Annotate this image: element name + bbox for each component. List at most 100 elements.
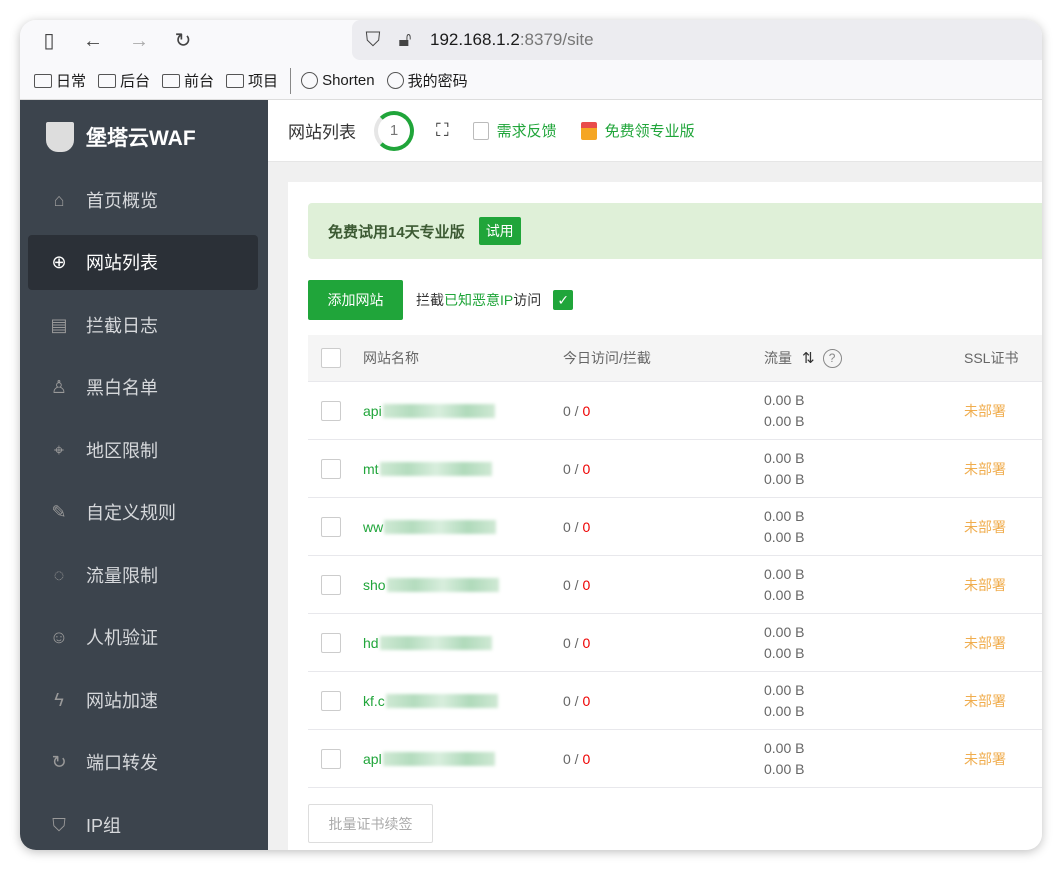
traffic-icon: ◌ <box>53 564 65 585</box>
feedback-link[interactable]: 需求反馈 <box>472 120 557 141</box>
ssl-status[interactable]: 未部署 <box>964 576 1006 593</box>
url-path: :8379/site <box>519 30 594 49</box>
site-name-link[interactable]: apl <box>363 751 495 767</box>
red-packet-icon <box>580 121 597 140</box>
bookmark-item[interactable]: 我的密码 <box>386 70 468 91</box>
redacted-blur <box>385 693 498 708</box>
document-icon <box>472 121 489 140</box>
sidebar: 堡塔云WAF ⌂ 首页概览 ⊕ 网站列表 ▤ 拦截日志 ♙ 黑白名单 ⌖ 地区限制 ✎ 自定义规则 ◌ 流… <box>20 100 268 850</box>
row-checkbox[interactable] <box>321 516 341 537</box>
page-header: 网站列表 1 ⛶ 需求反馈 免费领专业版 <box>268 100 1042 162</box>
sidebar-item[interactable]: ϟ 网站加速 <box>28 672 258 727</box>
batch-renew-button[interactable]: 批量证书续签 <box>308 804 433 843</box>
row-checkbox[interactable] <box>321 400 341 421</box>
log-icon: ▤ <box>50 314 68 335</box>
block-malicious-ip-label: 拦截已知恶意IP访问 <box>416 292 542 308</box>
traffic-cell: 0.00 B 0.00 B <box>764 681 805 719</box>
block-malicious-ip-checkbox[interactable]: ✓ <box>553 290 574 310</box>
sidebar-item[interactable]: ⛉ IP组 <box>28 797 258 850</box>
bookmark-item[interactable]: 项目 <box>226 70 278 91</box>
row-checkbox[interactable] <box>321 632 341 653</box>
help-icon[interactable]: ? <box>822 348 842 368</box>
logo[interactable]: 堡塔云WAF <box>46 122 196 152</box>
free-pro-label: 免费领专业版 <box>604 123 695 140</box>
sidebar-item[interactable]: ◌ 流量限制 <box>28 547 258 602</box>
sidebar-item[interactable]: ⌂ 首页概览 <box>28 172 258 227</box>
sidebar-item[interactable]: ⌖ 地区限制 <box>28 422 258 477</box>
fullscreen-icon[interactable]: ⛶ <box>436 120 449 140</box>
ssl-status[interactable]: 未部署 <box>964 518 1006 535</box>
sidebar-item[interactable]: ↻ 端口转发 <box>28 735 258 790</box>
trial-button[interactable]: 试用 <box>478 217 521 245</box>
waf-app: 堡塔云WAF ⌂ 首页概览 ⊕ 网站列表 ▤ 拦截日志 ♙ 黑白名单 ⌖ 地区限制 ✎ 自定义规则 ◌ 流… <box>20 100 1042 850</box>
header-name: 网站名称 <box>363 350 419 366</box>
redacted-blur <box>379 461 492 476</box>
action-bar: 添加网站 拦截已知恶意IP访问 ✓ <box>308 280 574 320</box>
site-name-link[interactable]: api <box>363 403 495 419</box>
visits-cell: 0 / 0 <box>563 402 591 419</box>
forward-icon[interactable]: → <box>129 30 149 52</box>
ssl-status[interactable]: 未部署 <box>964 750 1006 767</box>
sort-icon[interactable]: ⇅ <box>802 349 815 367</box>
bookmark-item[interactable]: 前台 <box>162 70 214 91</box>
sidebar-item-label: 网站加速 <box>86 690 158 711</box>
row-checkbox[interactable] <box>321 574 341 595</box>
globe-icon <box>386 72 404 89</box>
location-icon: ⌖ <box>53 439 65 460</box>
visits-cell: 0 / 0 <box>563 750 591 767</box>
lock-warning-icon[interactable]: 🔓︎ <box>398 29 412 51</box>
bookmark-label: 日常 <box>56 73 87 90</box>
select-all-checkbox[interactable] <box>321 348 341 368</box>
site-name-link[interactable]: ww <box>363 519 497 535</box>
row-checkbox[interactable] <box>321 458 341 479</box>
row-checkbox[interactable] <box>321 748 341 769</box>
lightning-icon: ϟ <box>54 689 64 710</box>
sidebar-item-label: 首页概览 <box>86 190 158 211</box>
sidebar-item[interactable]: ☺ 人机验证 <box>28 610 258 665</box>
sidebar-item[interactable]: ⊕ 网站列表 <box>28 234 258 290</box>
table-row: ww 0 / 0 0.00 B 0.00 B 未部署 <box>308 498 1042 556</box>
sidebar-item[interactable]: ✎ 自定义规则 <box>28 485 258 540</box>
site-list-card: 免费试用14天专业版 试用 添加网站 拦截已知恶意IP访问 ✓ 网站名称 今日访… <box>288 182 1042 850</box>
redacted-blur <box>384 519 497 534</box>
folder-icon <box>34 73 52 88</box>
sidebar-item[interactable]: ▤ 拦截日志 <box>28 297 258 352</box>
browser-toolbar: ▯ ← → ↻ ⛉ 🔓︎ 192.168.1.2:8379/site <box>20 20 1042 62</box>
traffic-cell: 0.00 B 0.00 B <box>764 507 805 545</box>
site-name-link[interactable]: mt <box>363 461 492 477</box>
redacted-blur <box>382 751 495 766</box>
address-bar[interactable]: ⛉ 🔓︎ 192.168.1.2:8379/site <box>352 20 1042 60</box>
free-pro-link[interactable]: 免费领专业版 <box>580 120 695 141</box>
site-name-link[interactable]: sho <box>363 577 499 593</box>
sidebar-item[interactable]: ♙ 黑白名单 <box>28 360 258 415</box>
ssl-status[interactable]: 未部署 <box>964 460 1006 477</box>
table-row: apl 0 / 0 0.00 B 0.00 B 未部署 <box>308 730 1042 788</box>
visits-cell: 0 / 0 <box>563 460 591 477</box>
ssl-status[interactable]: 未部署 <box>964 634 1006 651</box>
bookmark-item[interactable]: 后台 <box>98 70 150 91</box>
ssl-status[interactable]: 未部署 <box>964 692 1006 709</box>
sidebar-item-label: 端口转发 <box>86 753 158 773</box>
sidebar-toggle-icon[interactable]: ▯ <box>43 30 55 52</box>
redirect-icon: ↻ <box>51 752 67 772</box>
shield-icon[interactable]: ⛉ <box>365 29 381 51</box>
header-traffic: 流量 <box>764 349 792 366</box>
redacted-blur <box>382 403 495 418</box>
back-icon[interactable]: ← <box>83 30 103 52</box>
browser-window: ▯ ← → ↻ ⛉ 🔓︎ 192.168.1.2:8379/site 日常 后台 前… <box>20 20 1042 850</box>
home-icon: ⌂ <box>53 189 65 210</box>
bookmark-item[interactable]: Shorten <box>301 72 375 89</box>
bookmark-label: 前台 <box>184 73 215 90</box>
add-site-button[interactable]: 添加网站 <box>308 280 403 320</box>
globe-icon <box>301 72 319 89</box>
reload-icon[interactable]: ↻ <box>174 30 192 52</box>
site-name-link[interactable]: kf.c <box>363 693 498 709</box>
bookmark-item[interactable]: 日常 <box>34 70 86 91</box>
ssl-status[interactable]: 未部署 <box>964 402 1006 419</box>
row-checkbox[interactable] <box>321 690 341 711</box>
sidebar-nav: ⌂ 首页概览 ⊕ 网站列表 ▤ 拦截日志 ♙ 黑白名单 ⌖ 地区限制 ✎ 自定义规则 ◌ 流量限制 ☺ 人机验… <box>28 172 258 850</box>
header-ssl: SSL证书 <box>964 350 1019 366</box>
site-name-link[interactable]: hd <box>363 635 492 651</box>
sidebar-item-label: IP组 <box>86 815 122 836</box>
page-title: 网站列表 <box>288 123 356 142</box>
